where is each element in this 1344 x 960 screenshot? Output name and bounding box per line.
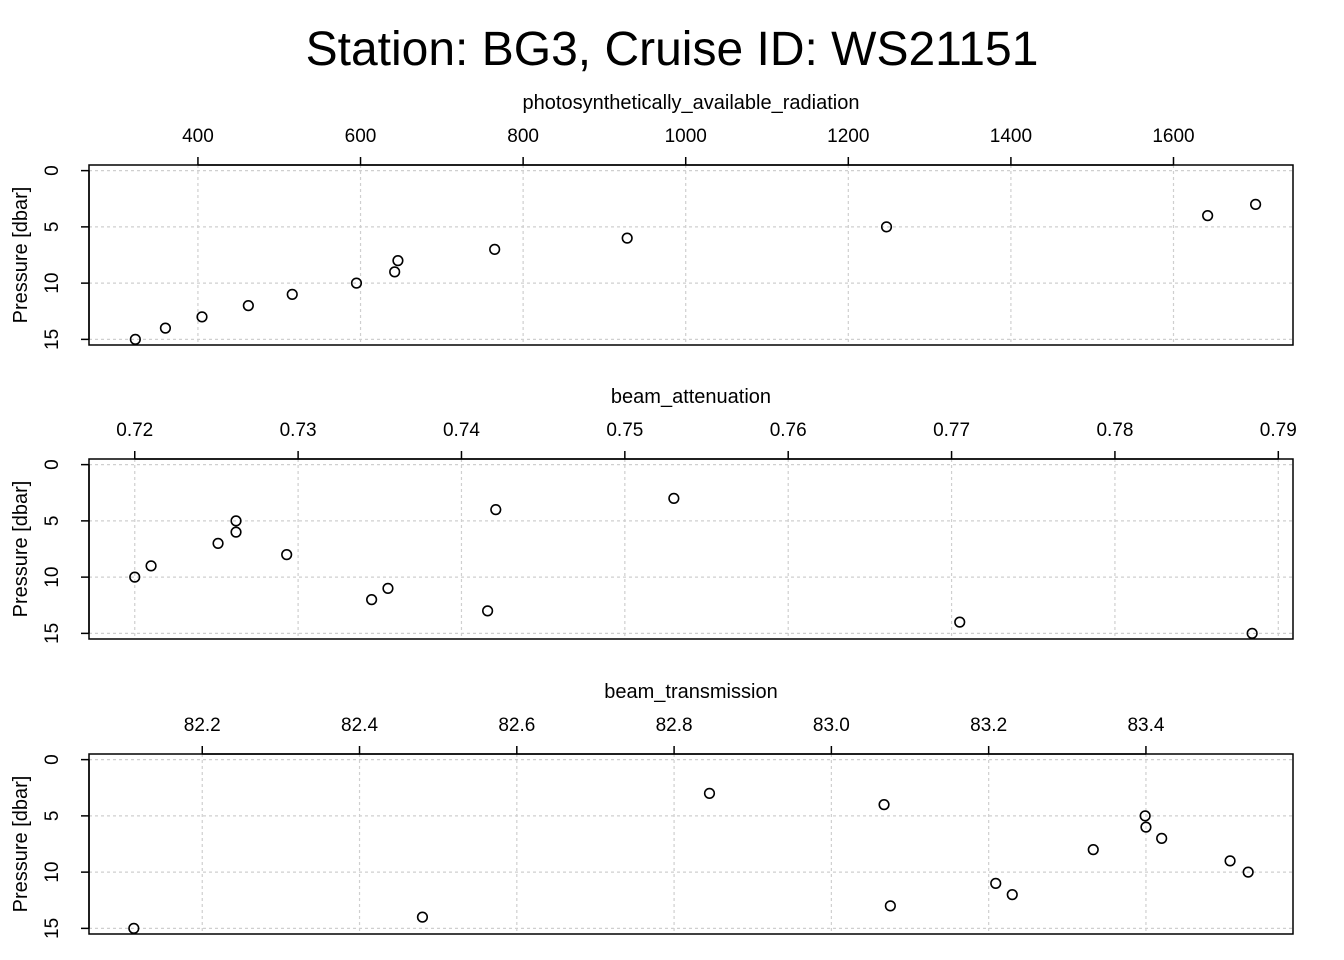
data-point xyxy=(1224,855,1236,867)
data-point xyxy=(621,232,633,244)
panel-1: 400 600 800 1000 1200 1400 1600 photosynthetica… xyxy=(10,92,1294,350)
data-point xyxy=(1087,844,1099,856)
data-point xyxy=(1140,821,1152,833)
data-point xyxy=(490,504,502,516)
y-tick-label: 5 xyxy=(42,222,63,233)
data-point xyxy=(954,616,966,628)
data-point xyxy=(703,787,716,799)
data-point xyxy=(129,333,141,345)
x-tick-label: 0.74 xyxy=(443,420,480,441)
data-point xyxy=(389,266,401,278)
x-tick-label: 0.78 xyxy=(1096,420,1133,441)
y-tick-label: 0 xyxy=(42,459,63,470)
data-point xyxy=(159,322,172,334)
data-point xyxy=(145,560,157,572)
x-tick-label: 600 xyxy=(345,126,377,147)
data-point xyxy=(242,300,254,312)
data-point xyxy=(230,515,242,527)
data-point xyxy=(1202,210,1214,222)
x-tick-label: 0.73 xyxy=(280,420,317,441)
x-tick-label: 82.6 xyxy=(498,715,535,736)
panel-3: 82.2 82.4 82.6 82.8 83.0 83.2 83.4 beam_transmi… xyxy=(10,681,1294,939)
data-point xyxy=(1242,866,1254,878)
data-point xyxy=(416,911,429,923)
data-point xyxy=(880,221,893,233)
data-point xyxy=(884,900,896,912)
x-tick-label: 800 xyxy=(507,126,539,147)
data-point xyxy=(990,877,1002,889)
data-point xyxy=(196,311,208,323)
data-point xyxy=(878,799,890,811)
x-tick-label: 82.2 xyxy=(184,715,221,736)
x-tick-label: 1400 xyxy=(990,126,1032,147)
y-tick-label: 10 xyxy=(42,567,63,588)
data-point xyxy=(212,537,224,549)
y-tick-label: 10 xyxy=(42,862,63,883)
data-point xyxy=(1156,832,1168,844)
x-tick-label: 0.76 xyxy=(770,420,807,441)
plot-frame xyxy=(88,753,1294,935)
panel-2: 0.72 0.73 0.74 0.75 0.76 0.77 0.78 0.79 beam_att… xyxy=(10,386,1297,644)
data-point xyxy=(382,582,394,594)
x-tick-label: 1200 xyxy=(827,126,869,147)
data-point xyxy=(366,594,378,606)
x-axis-label: beam_transmission xyxy=(604,681,777,703)
x-tick-label: 0.75 xyxy=(606,420,643,441)
data-point xyxy=(1246,627,1258,639)
plot-frame xyxy=(88,164,1294,346)
data-point xyxy=(392,255,404,267)
data-point xyxy=(281,549,293,561)
x-tick-label: 83.2 xyxy=(970,715,1007,736)
plot-frame xyxy=(88,458,1294,640)
y-axis-label: Pressure [dbar] xyxy=(10,187,32,324)
y-tick-label: 0 xyxy=(42,754,63,765)
x-tick-label: 82.4 xyxy=(341,715,378,736)
y-tick-label: 5 xyxy=(42,811,63,822)
data-point xyxy=(489,243,501,255)
main-title: Station: BG3, Cruise ID: WS21151 xyxy=(305,23,1039,76)
x-axis-label: beam_attenuation xyxy=(611,386,771,408)
data-point xyxy=(230,526,242,538)
x-tick-label: 1000 xyxy=(665,126,707,147)
x-tick-label: 83.0 xyxy=(813,715,850,736)
data-point xyxy=(668,492,680,504)
y-tick-label: 15 xyxy=(42,623,63,644)
data-point xyxy=(1250,198,1262,210)
x-tick-label: 0.77 xyxy=(933,420,970,441)
y-axis-label: Pressure [dbar] xyxy=(10,776,32,913)
x-tick-label: 1600 xyxy=(1152,126,1194,147)
y-tick-label: 15 xyxy=(42,918,63,939)
data-point xyxy=(350,277,363,289)
y-tick-label: 5 xyxy=(42,516,63,527)
x-tick-label: 0.79 xyxy=(1260,420,1297,441)
x-tick-label: 0.72 xyxy=(116,420,153,441)
data-point xyxy=(1139,810,1151,822)
data-point xyxy=(482,605,494,617)
x-tick-label: 82.8 xyxy=(656,715,693,736)
y-tick-label: 10 xyxy=(42,273,63,294)
data-point xyxy=(129,571,141,583)
x-tick-label: 83.4 xyxy=(1127,715,1164,736)
data-point xyxy=(128,922,140,934)
y-axis-label: Pressure [dbar] xyxy=(10,481,32,618)
y-tick-label: 15 xyxy=(42,329,63,350)
data-point xyxy=(1006,889,1018,901)
y-tick-label: 0 xyxy=(42,165,63,176)
x-tick-label: 400 xyxy=(182,126,214,147)
x-axis-label: photosynthetically_available_radiation xyxy=(523,92,860,114)
data-point xyxy=(286,288,298,300)
